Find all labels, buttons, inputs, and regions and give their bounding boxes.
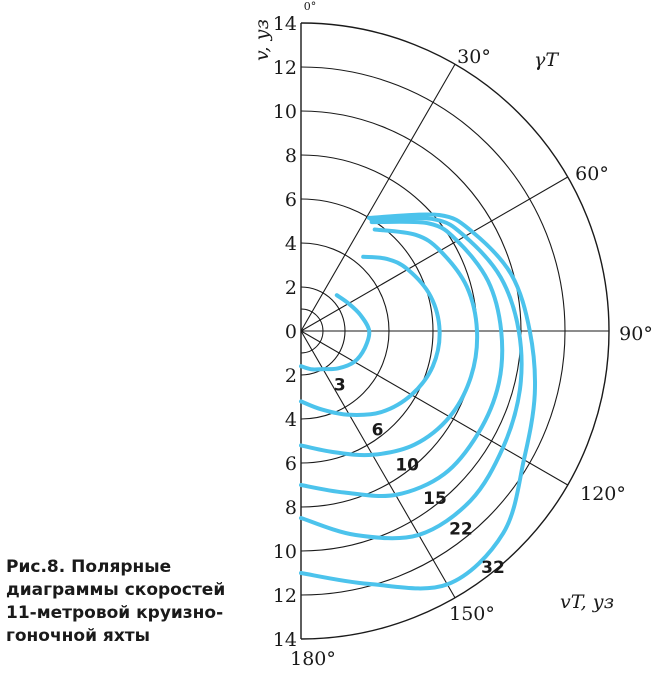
angle-tick-label: 150° (449, 603, 495, 625)
radial-tick-label: 12 (273, 585, 297, 607)
series-label-32: 32 (481, 558, 505, 578)
angle-axis-label: γT (534, 49, 559, 71)
speed-curve-6 (299, 254, 442, 417)
speed-curve-3 (299, 293, 372, 372)
radial-tick-label: 14 (273, 13, 297, 35)
radial-tick-label: 4 (285, 409, 297, 431)
angle-spoke (300, 330, 569, 486)
angle-tick-label: 30° (457, 46, 491, 68)
radial-tick-label: 10 (273, 541, 297, 563)
caption-line-3: 11-метровой круизно- (6, 603, 224, 623)
radial-axis-label: v, уз (251, 19, 273, 61)
series-label-10: 10 (395, 456, 419, 476)
radial-tick-label: 2 (285, 277, 297, 299)
caption-line-1: Рис.8. Полярные (6, 557, 172, 577)
radial-tick-label: 12 (273, 57, 297, 79)
radial-tick-label: 2 (285, 365, 297, 387)
radial-tick-label: 14 (273, 629, 297, 651)
figure-caption: Рис.8. Полярные диаграммы скоростей 11-м… (6, 556, 256, 648)
polar-grid (300, 22, 610, 640)
radial-tick-label: 8 (285, 497, 297, 519)
angle-spoke (300, 63, 456, 332)
speed-curves (299, 212, 538, 591)
caption-line-2: диаграммы скоростей (6, 580, 226, 600)
series-axis-label: vT, уз (560, 591, 614, 613)
radial-tick-label: 6 (285, 453, 297, 475)
series-label-3: 3 (334, 375, 346, 395)
radial-tick-label: 0 (285, 321, 297, 343)
radial-tick-label: 8 (285, 145, 297, 167)
angle-tick-label: 180° (290, 648, 336, 670)
chart-labels: 14 12 10 8 6 4 2 0 2 4 6 8 10 12 14 0° 30° 60° 90° 120° 150°… (251, 0, 653, 670)
series-label-22: 22 (449, 520, 473, 540)
angle-spoke (300, 176, 569, 332)
speed-curve-10 (299, 227, 480, 458)
angle-tick-label: 60° (575, 163, 609, 185)
series-label-6: 6 (372, 420, 384, 440)
series-label-15: 15 (423, 489, 447, 509)
radial-tick-label: 10 (273, 101, 297, 123)
angle-tick-label: 90° (619, 323, 653, 345)
speed-curve-32 (299, 212, 538, 591)
speed-curve-22 (299, 215, 524, 541)
radial-tick-label: 4 (285, 233, 297, 255)
angle-tick-label: 120° (580, 483, 626, 505)
angle-spoke (300, 330, 456, 599)
speed-curve-15 (299, 219, 505, 499)
grid-circle (300, 308, 324, 354)
radial-tick-label: 6 (285, 189, 297, 211)
caption-line-4: гоночной яхты (6, 626, 151, 646)
angle-tick-label: 0° (304, 0, 317, 13)
